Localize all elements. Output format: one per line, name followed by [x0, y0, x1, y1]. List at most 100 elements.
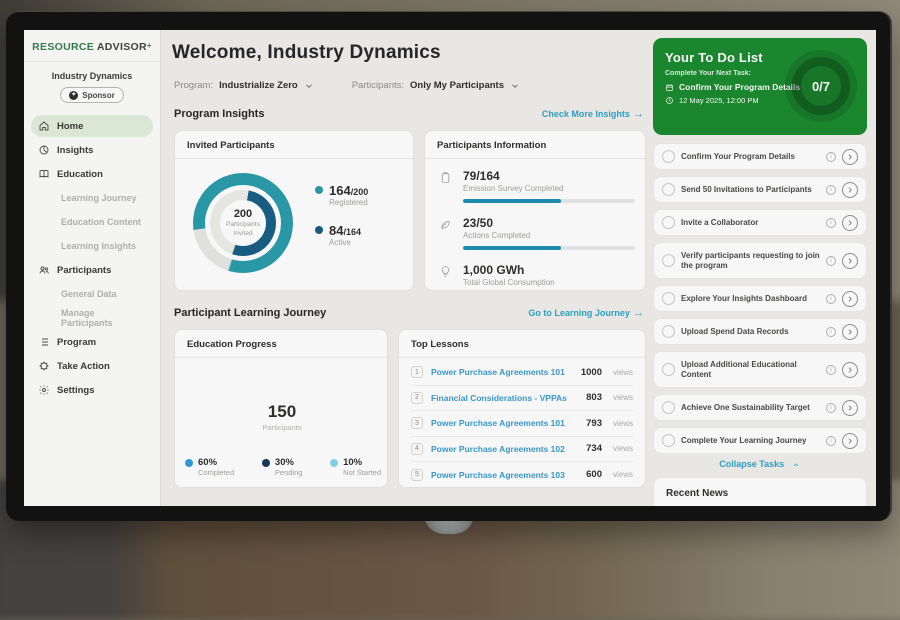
views-count: 803	[586, 392, 602, 403]
chevron-right-icon	[846, 328, 854, 336]
sidebar-item-insights[interactable]: Insights	[31, 139, 153, 161]
sidebar-item-program[interactable]: Program	[31, 331, 153, 353]
info-icon[interactable]: i	[826, 327, 836, 337]
gauge-legend: 60% Completed 30% Pending 10% Not Starte…	[185, 457, 381, 477]
lesson-link[interactable]: Power Purchase Agreements 102	[431, 444, 578, 454]
todo-panel: Your To Do List Complete Your Next Task:…	[653, 30, 867, 506]
task-checkbox[interactable]	[662, 363, 675, 376]
task-label: Achieve One Sustainability Target	[681, 403, 820, 413]
sidebar-item-take-action[interactable]: Take Action	[31, 355, 153, 377]
legend-pct: 30%	[275, 457, 303, 468]
donut-legend: 164/200 Registered 84/164 Active	[315, 183, 368, 247]
info-icon[interactable]: i	[826, 152, 836, 162]
task-checkbox[interactable]	[662, 216, 675, 229]
program-filter-value[interactable]: Industrialize Zero	[219, 80, 298, 91]
task-go-button[interactable]	[842, 182, 858, 198]
sidebar-item-home[interactable]: Home	[31, 115, 153, 137]
sidebar-item-learning-insights[interactable]: Learning Insights	[31, 235, 153, 257]
education-progress-card: Education Progress 150 Participants 60% …	[174, 329, 388, 488]
participants-filter-value[interactable]: Only My Participants	[410, 80, 504, 91]
lesson-link[interactable]: Power Purchase Agreements 101	[431, 418, 578, 428]
lesson-link[interactable]: Power Purchase Agreements 101	[431, 367, 573, 377]
legend-dot-navy	[315, 226, 323, 234]
sidebar-item-learning-journey[interactable]: Learning Journey	[31, 187, 153, 209]
info-icon[interactable]: i	[826, 436, 836, 446]
task-checkbox[interactable]	[662, 254, 675, 267]
check-more-insights-link[interactable]: Check More Insights	[542, 108, 644, 120]
info-icon[interactable]: i	[826, 365, 836, 375]
sidebar-item-education-content[interactable]: Education Content	[31, 211, 153, 233]
top-lessons-card: Top Lessons 1 Power Purchase Agreements …	[398, 329, 646, 488]
sidebar-item-general-data[interactable]: General Data	[31, 283, 153, 305]
lesson-row: 1 Power Purchase Agreements 101 1000 vie…	[411, 360, 633, 386]
info-icon[interactable]: i	[826, 256, 836, 266]
sidebar-item-manage-participants[interactable]: Manage Participants	[31, 307, 153, 329]
legend-dot-navy	[262, 459, 270, 467]
info-icon[interactable]: i	[826, 185, 836, 195]
leaf-icon	[439, 218, 452, 231]
gauge-value: 150	[207, 402, 357, 422]
sidebar-item-settings[interactable]: Settings	[31, 379, 153, 401]
main-content: Welcome, Industry Dynamics Program: Indu…	[172, 30, 648, 506]
task-row[interactable]: Invite a Collaborator i	[653, 209, 867, 236]
sidebar-item-label: Learning Journey	[61, 193, 137, 203]
task-row[interactable]: Upload Additional Educational Content i	[653, 351, 867, 388]
task-checkbox[interactable]	[662, 325, 675, 338]
lesson-link[interactable]: Power Purchase Agreements 103	[431, 470, 578, 480]
stat-value: 23/50	[463, 216, 631, 230]
task-go-button[interactable]	[842, 362, 858, 378]
stat-label: Actions Completed	[463, 231, 631, 240]
task-row[interactable]: Complete Your Learning Journey i	[653, 427, 867, 454]
chevron-down-icon[interactable]	[304, 81, 314, 91]
org-name: Industry Dynamics	[24, 71, 160, 81]
task-row[interactable]: Upload Spend Data Records i	[653, 318, 867, 345]
info-icon[interactable]: i	[826, 294, 836, 304]
task-go-button[interactable]	[842, 400, 858, 416]
sidebar-item-label: Participants	[57, 265, 111, 276]
legend-registered: 164/200 Registered	[315, 183, 368, 207]
task-go-button[interactable]	[842, 215, 858, 231]
task-go-button[interactable]	[842, 324, 858, 340]
rank-badge: 3	[411, 417, 423, 429]
lessons-list: 1 Power Purchase Agreements 101 1000 vie…	[399, 358, 645, 488]
info-icon[interactable]: i	[826, 218, 836, 228]
task-row[interactable]: Send 50 Invitations to Participants i	[653, 176, 867, 203]
page-title: Welcome, Industry Dynamics	[172, 42, 441, 64]
lesson-link[interactable]: Financial Considerations - VPPAs	[431, 393, 578, 403]
filter-bar: Program: Industrialize Zero Participants…	[174, 80, 520, 91]
collapse-tasks-link[interactable]: Collapse Tasks	[653, 459, 867, 469]
task-go-button[interactable]	[842, 149, 858, 165]
task-checkbox[interactable]	[662, 150, 675, 163]
task-checkbox[interactable]	[662, 434, 675, 447]
task-label: Upload Spend Data Records	[681, 327, 820, 337]
stat-emission-survey: 79/164 Emission Survey Completed	[439, 169, 631, 203]
registered-value: 164	[329, 183, 351, 198]
task-go-button[interactable]	[842, 291, 858, 307]
sidebar-item-education[interactable]: Education	[31, 163, 153, 185]
people-icon	[38, 264, 50, 276]
task-label: Upload Additional Educational Content	[681, 360, 820, 380]
progress-bar	[463, 199, 635, 203]
task-checkbox[interactable]	[662, 292, 675, 305]
task-go-button[interactable]	[842, 253, 858, 269]
task-go-button[interactable]	[842, 433, 858, 449]
monitor-bezel: RESOURCE ADVISOR+ Industry Dynamics ✦ Sp…	[6, 11, 892, 521]
legend-dot-blue	[185, 459, 193, 467]
task-row[interactable]: Confirm Your Program Details i	[653, 143, 867, 170]
legend-label: Pending	[275, 468, 303, 477]
stat-label: Emission Survey Completed	[463, 184, 631, 193]
stat-value: 1,000 GWh	[463, 263, 631, 277]
info-icon[interactable]: i	[826, 403, 836, 413]
task-checkbox[interactable]	[662, 401, 675, 414]
go-to-learning-journey-link[interactable]: Go to Learning Journey	[528, 307, 644, 319]
sidebar-item-participants[interactable]: Participants	[31, 259, 153, 281]
views-count: 793	[586, 418, 602, 429]
sidebar-item-label: Insights	[57, 145, 93, 156]
chevron-down-icon[interactable]	[510, 81, 520, 91]
invited-total: 200	[234, 208, 252, 220]
task-row[interactable]: Explore Your Insights Dashboard i	[653, 285, 867, 312]
task-checkbox[interactable]	[662, 183, 675, 196]
task-row[interactable]: Achieve One Sustainability Target i	[653, 394, 867, 421]
learning-journey-header: Participant Learning Journey Go to Learn…	[174, 307, 644, 319]
task-row[interactable]: Verify participants requesting to join t…	[653, 242, 867, 279]
